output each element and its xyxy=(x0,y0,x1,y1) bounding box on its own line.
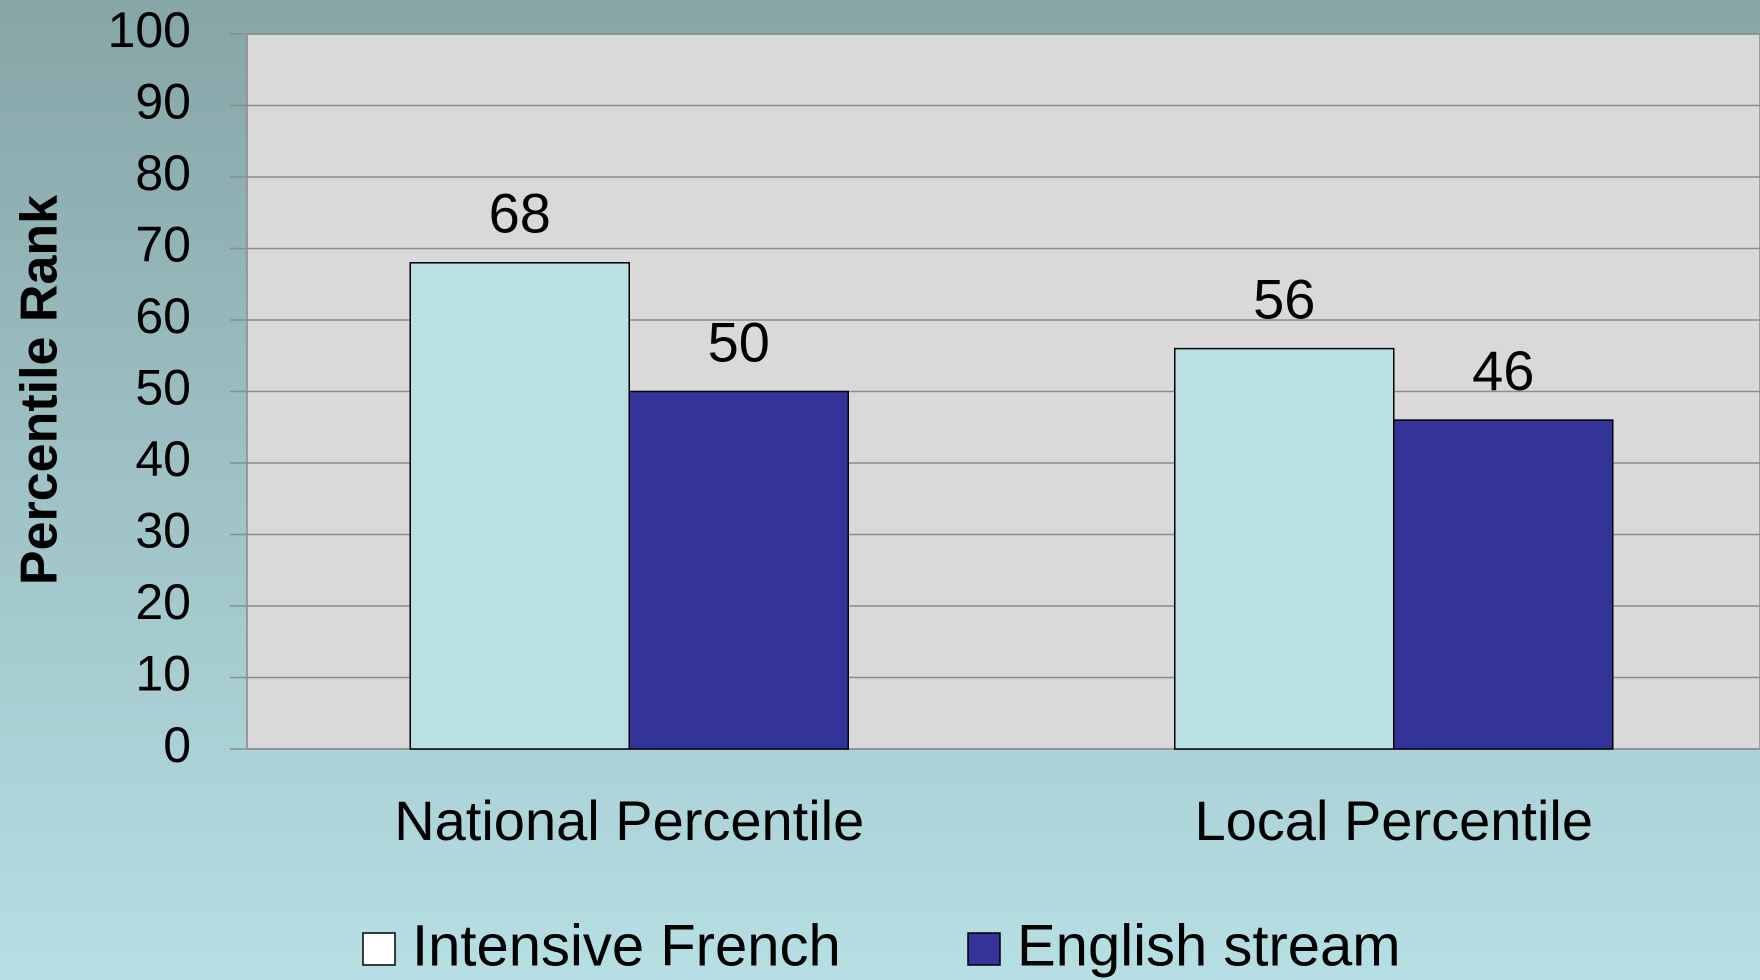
y-tick-label: 30 xyxy=(135,503,191,559)
y-tick-label: 10 xyxy=(135,646,191,702)
data-label: 68 xyxy=(489,182,551,245)
bar xyxy=(628,390,849,750)
bar xyxy=(1393,419,1614,750)
y-tick-label: 60 xyxy=(135,288,191,344)
data-label: 56 xyxy=(1253,267,1315,330)
legend-label: English stream xyxy=(1017,913,1401,978)
data-label: 50 xyxy=(708,310,770,373)
y-tick-label: 90 xyxy=(135,74,191,130)
legend-label: Intensive French xyxy=(412,913,841,978)
y-tick-label: 20 xyxy=(135,574,191,630)
bar xyxy=(1174,347,1395,750)
y-tick-label: 40 xyxy=(135,431,191,487)
x-tick-label: National Percentile xyxy=(394,789,864,852)
y-tick-label: 0 xyxy=(163,717,191,773)
x-tick-label: Local Percentile xyxy=(1195,789,1593,852)
data-label: 46 xyxy=(1472,339,1534,402)
y-tick-label: 50 xyxy=(135,360,191,416)
bar xyxy=(409,262,630,750)
y-tick-label: 80 xyxy=(135,145,191,201)
legend-swatch xyxy=(967,932,1001,966)
y-tick-label: 100 xyxy=(108,2,191,58)
y-tick-label: 70 xyxy=(135,217,191,273)
y-axis-title: Percentile Rank xyxy=(11,195,69,585)
legend-swatch xyxy=(362,932,396,966)
